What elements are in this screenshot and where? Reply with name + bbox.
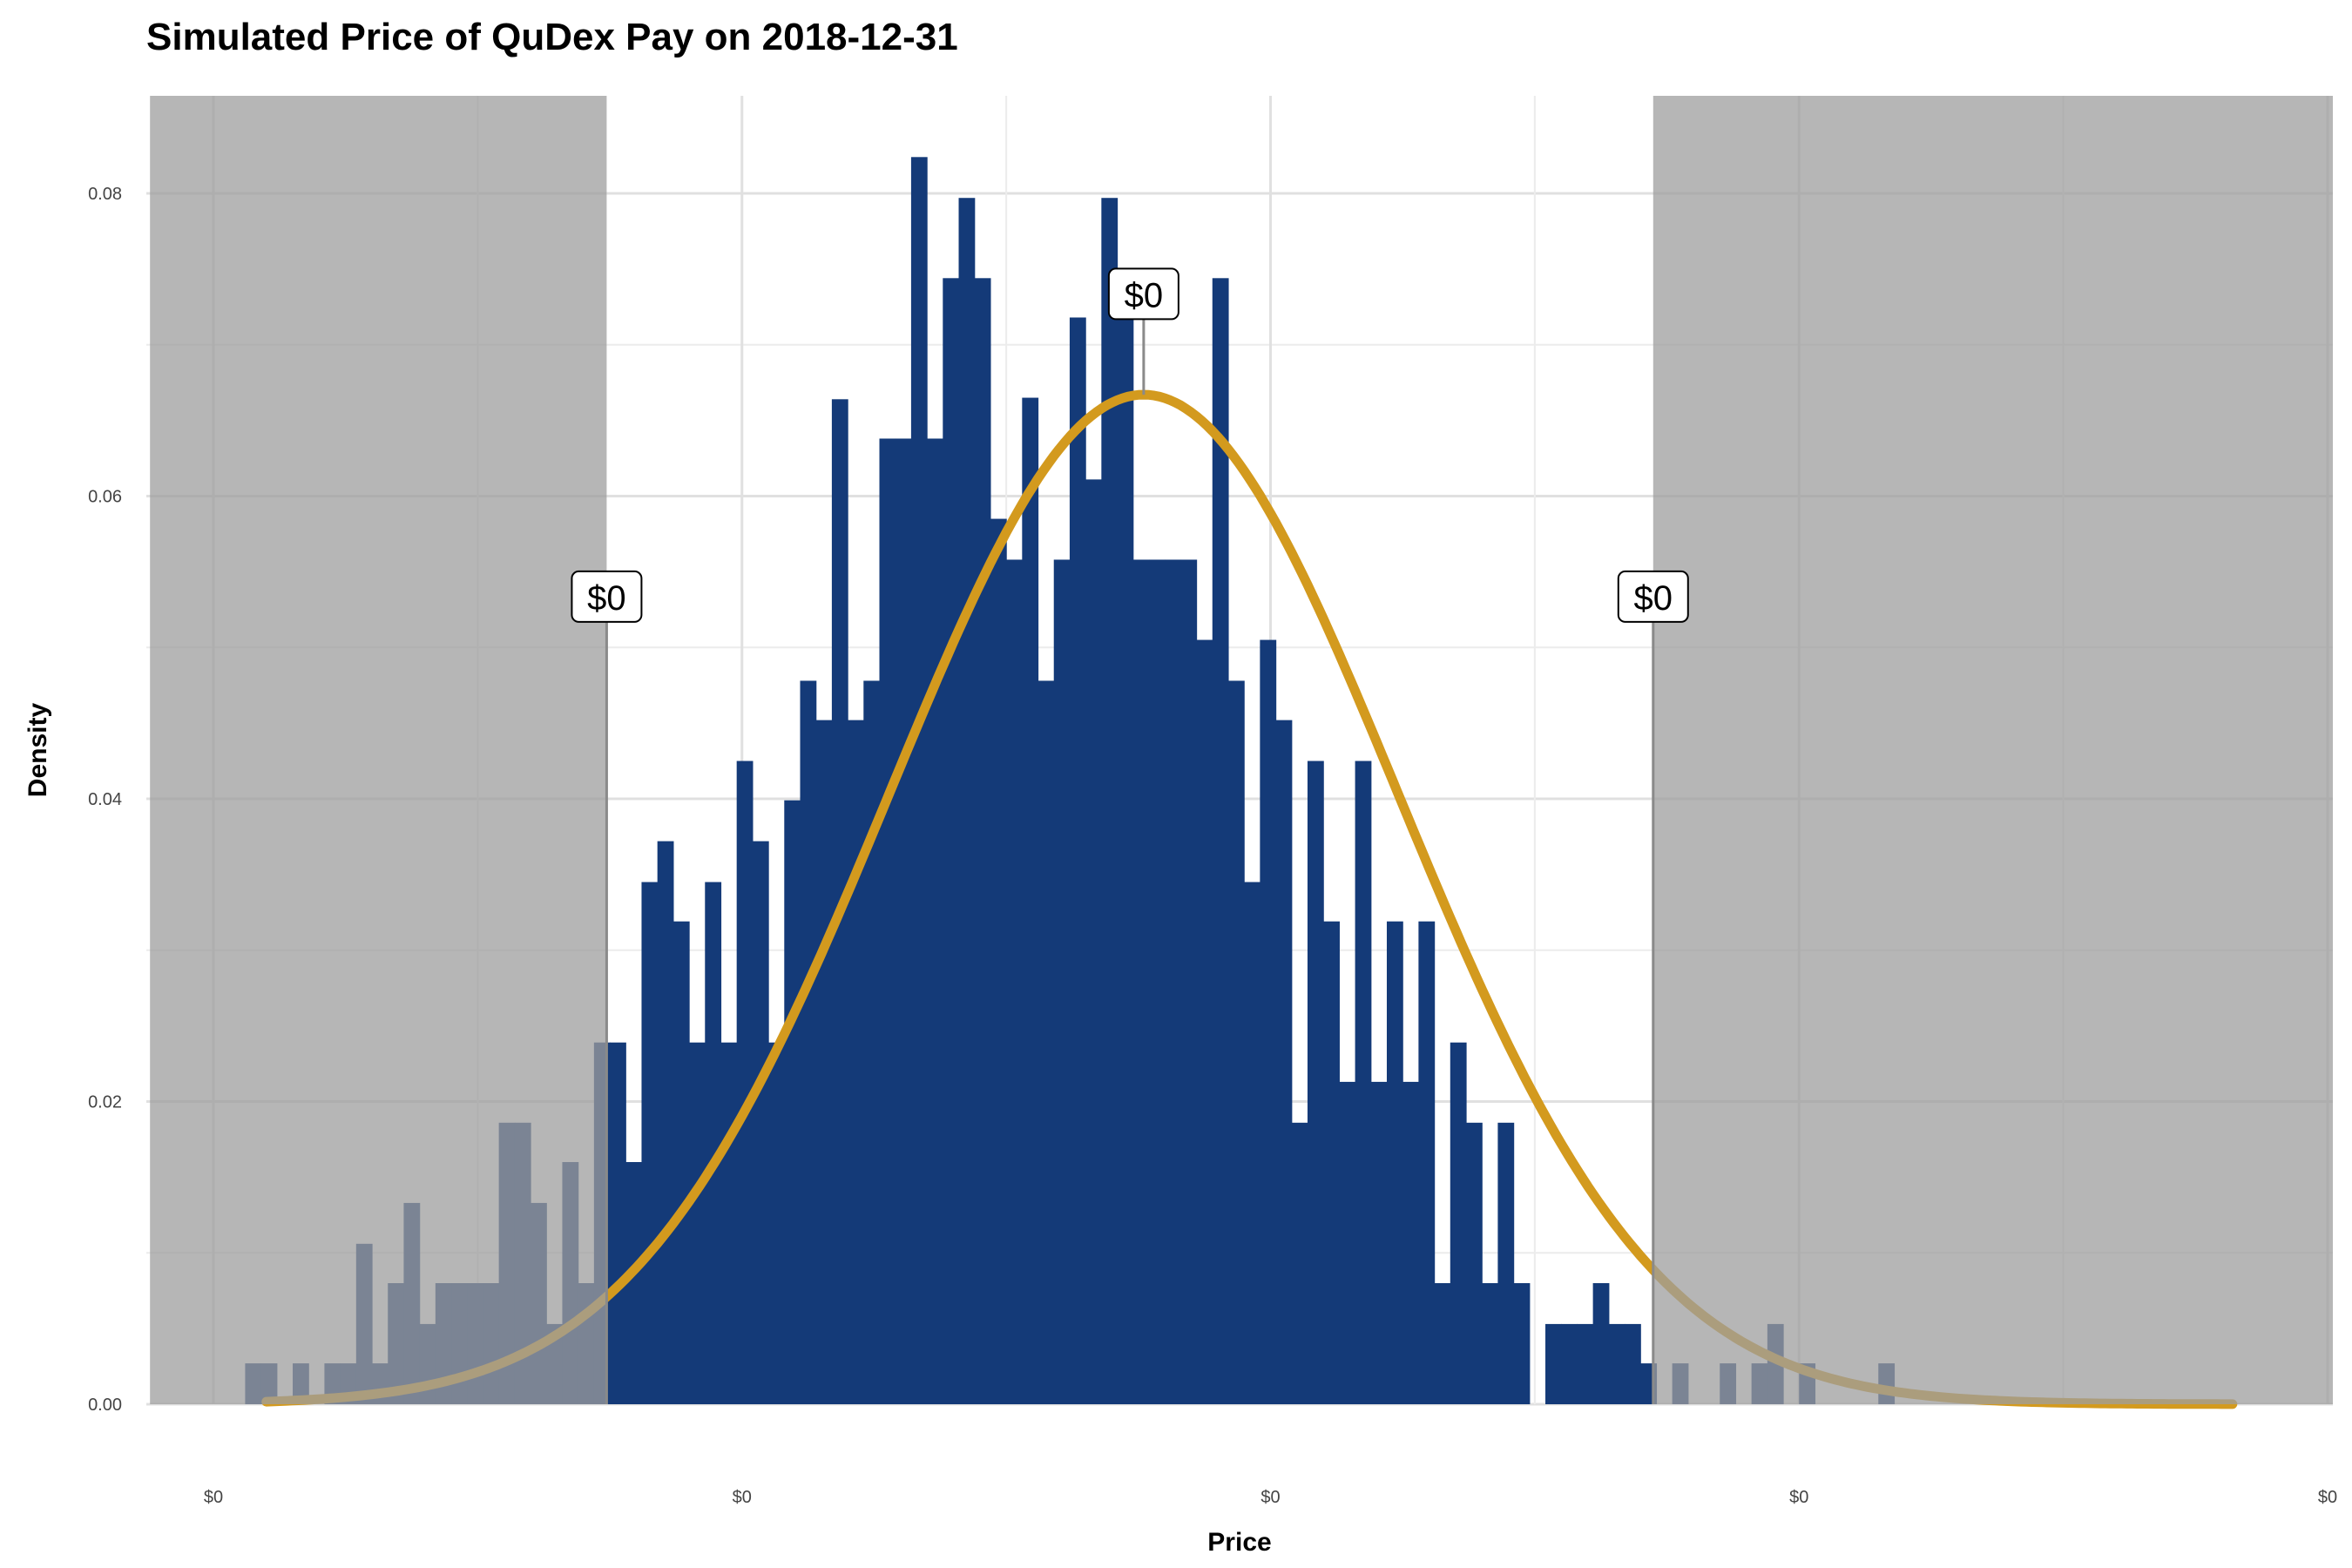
histogram-bar	[958, 198, 976, 1404]
histogram-bar	[1180, 559, 1198, 1404]
histogram-bar	[1101, 198, 1119, 1404]
x-tick-label: $0	[1789, 1488, 1808, 1507]
shaded-tail-region	[1652, 96, 2333, 1404]
annotation-label-box	[1107, 267, 1179, 321]
annotation-label-box	[571, 570, 643, 623]
y-tick-label: 0.06	[88, 488, 122, 507]
histogram-bar	[1608, 1323, 1625, 1404]
histogram-bar	[1244, 882, 1260, 1404]
histogram-bar	[1577, 1323, 1594, 1404]
histogram-bar	[1513, 1283, 1531, 1404]
histogram-bar	[1022, 397, 1039, 1404]
histogram-bar	[1482, 1283, 1499, 1404]
histogram-bar	[720, 1042, 738, 1404]
histogram-bar	[1370, 1081, 1388, 1404]
x-axis-title: Price	[1207, 1528, 1271, 1557]
y-tick-label: 0.00	[88, 1396, 122, 1415]
histogram-bar	[895, 438, 912, 1405]
histogram-bar	[943, 278, 960, 1404]
x-tick-label: $0	[2318, 1488, 2337, 1507]
histogram-bar	[848, 720, 864, 1404]
histogram-bar	[1355, 760, 1372, 1404]
histogram-bar	[1386, 921, 1403, 1404]
histogram-bar	[736, 760, 754, 1404]
y-axis-title: Density	[24, 703, 52, 798]
histogram-bar	[990, 518, 1007, 1404]
histogram-bar	[610, 1042, 626, 1404]
histogram-bar	[1323, 921, 1340, 1404]
y-tick-label: 0.02	[88, 1093, 122, 1112]
histogram-bar	[1291, 1122, 1308, 1404]
histogram-bar	[1212, 278, 1229, 1404]
annotation-label: $0	[1125, 276, 1164, 314]
histogram-bar	[625, 1162, 643, 1404]
histogram-bar	[1069, 317, 1086, 1405]
histogram-bar	[1006, 559, 1023, 1404]
chart-title: Simulated Price of QuDex Pay on 2018-12-…	[146, 16, 958, 58]
histogram-bar	[641, 882, 659, 1404]
histogram-bar	[1307, 760, 1324, 1404]
histogram-bar	[1497, 1122, 1515, 1404]
y-tick-label: 0.04	[88, 790, 122, 809]
x-tick-label: $0	[204, 1488, 223, 1507]
histogram-bar	[1165, 559, 1181, 1404]
histogram-bar	[1132, 559, 1150, 1404]
histogram-bar	[1561, 1323, 1578, 1404]
histogram-bar	[672, 921, 690, 1404]
histogram-bar	[1085, 479, 1102, 1405]
histogram-bar	[1053, 559, 1071, 1404]
histogram-bar	[1465, 1122, 1483, 1404]
histogram-bar	[879, 438, 896, 1405]
histogram-bar	[657, 841, 674, 1404]
histogram-bar	[1545, 1323, 1562, 1404]
histogram-bar	[1625, 1323, 1641, 1404]
histogram-bar	[910, 157, 928, 1404]
histogram-bar	[800, 680, 817, 1404]
histogram-bar	[768, 1042, 785, 1404]
histogram-bar	[1037, 680, 1055, 1404]
y-tick-label: 0.08	[88, 185, 122, 204]
histogram-bar	[974, 278, 991, 1404]
histogram-bar	[1227, 680, 1245, 1404]
x-tick-label: $0	[733, 1488, 752, 1507]
histogram-bar	[1117, 317, 1134, 1405]
histogram-bar	[815, 720, 833, 1404]
histogram-bar	[1592, 1283, 1610, 1404]
histogram-bar	[1196, 639, 1213, 1404]
histogram-bar	[863, 680, 881, 1404]
histogram-bar	[1434, 1283, 1451, 1404]
histogram-bar	[1260, 639, 1277, 1404]
histogram-bar	[1148, 559, 1166, 1404]
histogram-bar	[1339, 1081, 1356, 1404]
histogram-bar	[1418, 921, 1436, 1404]
annotation-label: $0	[587, 579, 626, 618]
histogram-bar	[752, 841, 769, 1404]
histogram-bar	[784, 800, 801, 1404]
histogram-bar	[1402, 1081, 1419, 1404]
histogram-bar	[689, 1042, 706, 1404]
annotation-label: $0	[1634, 579, 1673, 618]
x-tick-label: $0	[1260, 1488, 1280, 1507]
histogram-bar	[927, 438, 943, 1405]
histogram-bar	[1450, 1042, 1467, 1404]
histogram-bar	[705, 882, 722, 1404]
shaded-tail-region	[150, 96, 607, 1404]
annotation-label-box	[1617, 570, 1689, 623]
histogram-bar	[1275, 720, 1293, 1404]
